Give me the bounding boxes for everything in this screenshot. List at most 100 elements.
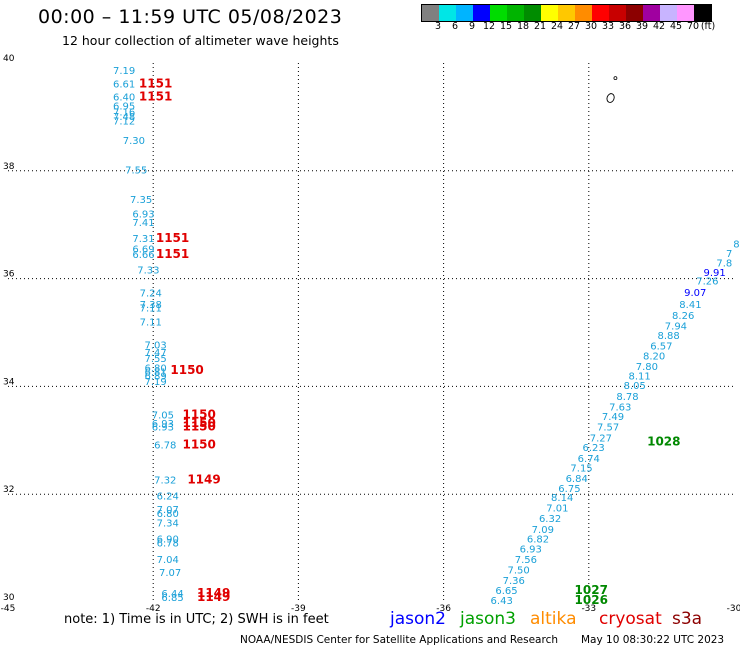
pass-time-label: 1150 (182, 416, 215, 430)
swh-value: 7.36 (503, 576, 525, 587)
colorbar-label: 27 (567, 21, 581, 32)
swh-value: 7.41 (132, 218, 154, 229)
swh-value: 6.74 (578, 454, 600, 465)
colorbar-swatch (575, 5, 592, 21)
swh-value: 6.82 (527, 535, 549, 546)
swh-value: 9.07 (684, 288, 706, 299)
swh-value: 6.69 (132, 245, 154, 256)
colorbar-swatch (609, 5, 626, 21)
colorbar-label: 6 (451, 21, 459, 32)
colorbar-swatch (456, 5, 473, 21)
y-tick-label: 30 (3, 593, 15, 603)
colorbar-label: 70 (686, 21, 700, 32)
swh-value: 7.94 (665, 321, 687, 332)
pass-time-label: 1028 (647, 435, 680, 449)
legend-altika: altika (530, 609, 577, 629)
footer-note: note: 1) Time is in UTC; 2) SWH is in fe… (64, 612, 329, 627)
swh-value: 6.43 (491, 596, 513, 607)
swh-value: 7.07 (159, 568, 181, 579)
swh-value: 7.32 (154, 475, 176, 486)
pass-time-label: 1150 (170, 363, 203, 377)
swh-value: 7.24 (140, 288, 162, 299)
pass-time-label: 1027 (575, 583, 608, 597)
pass-time-label: 1149 (197, 586, 230, 600)
colorbar-swatch (490, 5, 507, 21)
swh-value: 8.05 (624, 381, 646, 392)
swh-value: 8.11 (628, 371, 650, 382)
pass-time-label: 1150 (182, 437, 215, 451)
swh-value: 7.19 (144, 377, 166, 388)
y-tick-label: 38 (3, 162, 15, 172)
legend-cryosat: cryosat (599, 609, 662, 629)
colorbar-swatch (541, 5, 558, 21)
pass-time-label: 1149 (197, 590, 230, 604)
colorbar-swatch (439, 5, 456, 21)
swh-value: 7.09 (532, 525, 554, 536)
swh-value: 8.26 (672, 311, 694, 322)
colorbar-swatch (507, 5, 524, 21)
swh-value: 7.55 (125, 165, 147, 176)
colorbar-labels: 3 6 9 12 15 18 21 24 27 30 33 36 39 42 45 70 (ft) (421, 21, 731, 35)
swh-value: 7.11 (140, 317, 162, 328)
swh-value: 7.01 (546, 503, 568, 514)
legend-jason2: jason2 (390, 609, 446, 629)
swh-value: 6.95 (113, 101, 135, 112)
colorbar-swatch (694, 5, 711, 21)
colorbar-label: 33 (601, 21, 615, 32)
swh-value: 8.88 (658, 331, 680, 342)
swh-value: 7.15 (570, 464, 592, 475)
swh-value: 6.75 (558, 484, 580, 495)
swh-value: 7.63 (609, 403, 631, 414)
swh-value: 6.80 (157, 509, 179, 520)
pass-time-label: 1151 (139, 90, 172, 104)
colorbar-label: 42 (652, 21, 666, 32)
swh-value: 7.04 (157, 555, 179, 566)
swh-value: 7.03 (144, 341, 166, 352)
swh-value: 6.78 (157, 538, 179, 549)
swh-value: 7.27 (590, 433, 612, 444)
swh-value: 6.90 (157, 535, 179, 546)
colorbar-swatch (473, 5, 490, 21)
colorbar-swatch (592, 5, 609, 21)
swh-value: 8 (733, 239, 739, 250)
swh-value: 6.57 (650, 342, 672, 353)
swh-value: 6.44 (161, 589, 183, 600)
swh-value: 7.05 (152, 411, 174, 422)
swh-value: 6.81 (144, 368, 166, 379)
swh-value: 6.23 (583, 443, 605, 454)
swh-value: 8.14 (551, 493, 573, 504)
pass-time-label: 1026 (575, 593, 608, 607)
y-tick-label: 32 (3, 485, 14, 495)
colorbar-label: 45 (669, 21, 683, 32)
colorbar-label: 15 (499, 21, 513, 32)
x-tick-label: -42 (146, 604, 161, 614)
swh-value: 6.93 (152, 423, 174, 434)
colorbar-swatch (643, 5, 660, 21)
y-tick-label: 40 (3, 54, 15, 64)
pass-time-label: 1151 (156, 231, 189, 245)
swh-value: 7.8 (716, 259, 732, 270)
swh-value: 7.48 (113, 112, 135, 123)
colorbar-swatch (558, 5, 575, 21)
colorbar-label: 24 (550, 21, 564, 32)
x-tick-label: -36 (436, 604, 451, 614)
swh-value: 7.80 (636, 362, 658, 373)
swh-value: 6.24 (157, 492, 179, 503)
colorbar-label: 18 (516, 21, 530, 32)
swh-value: 6.84 (566, 474, 588, 485)
swh-value: 6.78 (154, 440, 176, 451)
swh-value: 7.12 (113, 116, 135, 127)
swh-value: 6.61 (113, 79, 135, 90)
swh-value: 7.49 (602, 412, 624, 423)
colorbar-label: 3 (434, 21, 442, 32)
colorbar-swatch (422, 5, 439, 21)
swh-value: 8.20 (643, 351, 665, 362)
swh-value: 8.78 (616, 392, 638, 403)
swh-value: 7.31 (132, 234, 154, 245)
colorbar (421, 4, 712, 22)
swh-value: 6.89 (144, 371, 166, 382)
map-subtitle: 12 hour collection of altimeter wave hei… (62, 33, 339, 48)
swh-value: 7.33 (137, 266, 159, 277)
colorbar-swatch (524, 5, 541, 21)
